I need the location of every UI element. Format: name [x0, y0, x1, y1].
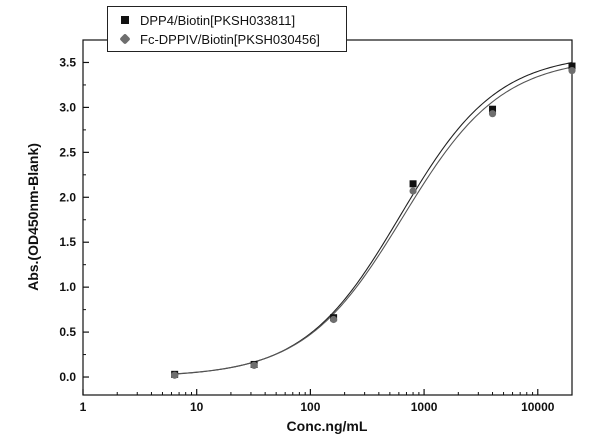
y-tick-label: 3.0 — [59, 100, 76, 114]
series-1-point — [409, 180, 417, 188]
x-tick-label: 10 — [190, 400, 204, 414]
fit-curve-2 — [171, 66, 573, 375]
y-tick-label: 0.0 — [59, 370, 76, 384]
legend-label-fc-dppiv: Fc-DPPIV/Biotin[PKSH030456] — [140, 31, 320, 47]
y-axis-label: Abs.(OD450nm-Blank) — [25, 143, 41, 291]
legend-entry-dpp4: DPP4/Biotin[PKSH033811] — [118, 11, 295, 29]
series-2-point — [250, 361, 258, 369]
square-marker-icon — [118, 13, 132, 27]
data-points — [171, 62, 576, 379]
legend-entry-fc-dppiv: Fc-DPPIV/Biotin[PKSH030456] — [118, 30, 320, 48]
fit-curves — [171, 62, 573, 375]
series-2-point — [171, 371, 179, 379]
y-tick-label: 2.0 — [59, 190, 76, 204]
legend-label-dpp4: DPP4/Biotin[PKSH033811] — [140, 12, 296, 28]
series-2-point — [409, 187, 417, 195]
series-1-point — [568, 62, 576, 70]
y-tick-label: 3.5 — [59, 55, 76, 69]
plot-frame — [82, 39, 573, 396]
x-tick-label: 100 — [300, 400, 320, 414]
y-tick-label: 1.5 — [59, 235, 76, 249]
y-tick-label: 1.0 — [59, 280, 76, 294]
series-2-point — [329, 315, 338, 324]
x-tick-label: 1000 — [411, 400, 438, 414]
series-1-point — [489, 105, 497, 113]
x-tick-label: 10000 — [521, 400, 555, 414]
diamond-marker-icon — [118, 32, 132, 46]
y-tick-label: 0.5 — [59, 325, 76, 339]
fit-curve-1 — [171, 62, 573, 375]
x-axis-label: Conc.ng/mL — [287, 418, 368, 434]
legend: DPP4/Biotin[PKSH033811] Fc-DPPIV/Biotin[… — [107, 6, 347, 52]
y-tick-label: 2.5 — [59, 145, 76, 159]
axes: 1 10 100 1000 10000 0.0 0.5 1.0 1.5 2.0 2.5 3.0 3.5 — [59, 55, 573, 414]
x-tick-label: 1 — [80, 400, 87, 414]
series-2-point — [488, 110, 497, 118]
series-2-point — [568, 66, 576, 75]
